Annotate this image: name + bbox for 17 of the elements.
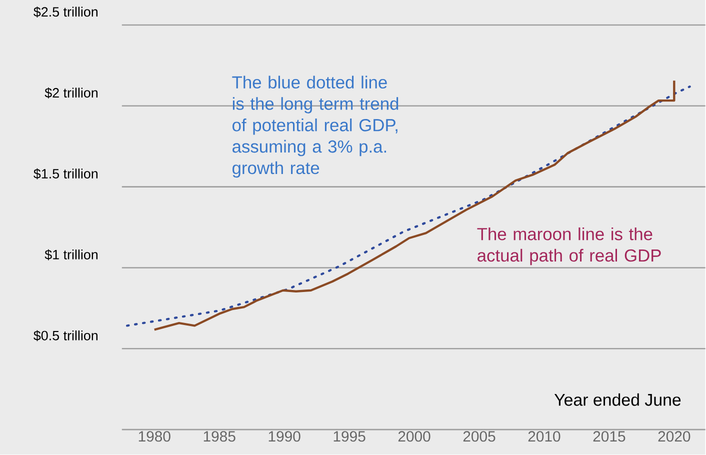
x-tick-label: 1985	[204, 431, 236, 442]
x-axis-title: Year ended June	[554, 394, 681, 406]
x-tick-label: 2010	[528, 431, 560, 442]
x-tick-label: 1995	[334, 431, 366, 442]
x-tick-label: 1980	[138, 431, 170, 442]
y-tick-label: $2.5 trillion	[34, 6, 98, 18]
y-tick-label: $0.5 trillion	[34, 330, 98, 342]
x-tick-label: 2020	[658, 431, 690, 442]
x-tick-label: 2015	[593, 431, 626, 442]
x-tick-label: 2005	[463, 431, 496, 442]
y-tick-label: $1 trillion	[44, 250, 98, 260]
annotation: The maroon line is the actual path of real GDP	[477, 228, 661, 266]
x-tick-label: 2000	[398, 431, 430, 442]
y-tick-label: $1.5 trillion	[34, 168, 98, 180]
annotation: The blue dotted line is the long term trend of potential real GDP, assuming a 3% p.a. growth rate	[232, 76, 398, 178]
y-tick-label: $2 trillion	[44, 88, 98, 99]
x-tick-label: 1990	[268, 431, 300, 442]
